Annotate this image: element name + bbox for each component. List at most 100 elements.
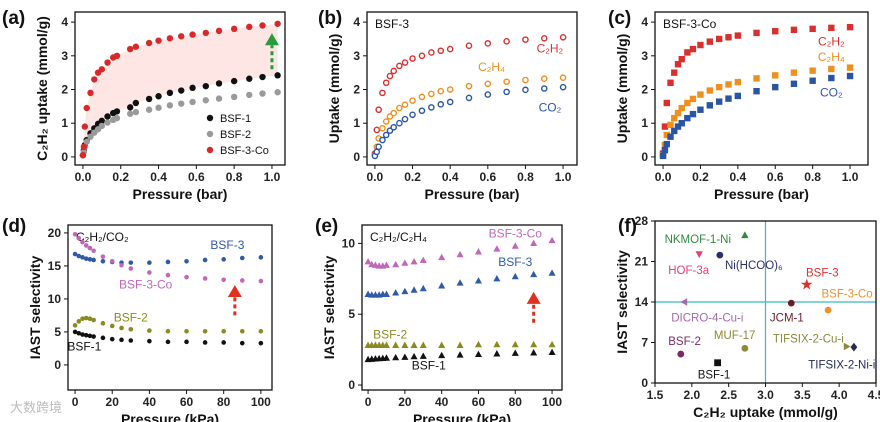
data-point	[667, 133, 674, 140]
point-label: Ni(HCOO)₆	[725, 260, 783, 272]
y-tick-label: 2	[641, 83, 648, 97]
data-point	[540, 75, 548, 83]
x-tick-label: 0.0	[655, 170, 672, 184]
data-point	[548, 236, 556, 244]
data-point	[126, 110, 134, 117]
data-point	[684, 99, 691, 107]
y-tick-label: 28	[635, 214, 649, 228]
data-point	[667, 121, 674, 129]
data-point	[202, 276, 208, 281]
data-point	[697, 91, 704, 98]
data-point	[697, 106, 704, 113]
x-tick-label: 0.6	[479, 170, 496, 184]
data-point	[667, 79, 674, 86]
data-point	[91, 76, 98, 83]
data-point	[72, 329, 78, 335]
data-point	[809, 67, 816, 74]
panel-f: (f) 1.5 2.0 2.5 3.0 3.5 4.0 4.5 0 7 14 21 28 C₂H₂ upt…	[614, 214, 880, 420]
data-point	[401, 101, 409, 108]
point-BSF-2: BSF-2	[668, 336, 701, 358]
data-point	[511, 349, 519, 356]
data-point	[684, 114, 691, 122]
series-label: C₂H₄	[818, 50, 845, 64]
data-point	[258, 328, 264, 334]
y-tick-label: 5	[54, 325, 61, 339]
data-point	[522, 36, 529, 43]
data-point	[493, 350, 501, 357]
data-point	[91, 334, 96, 339]
data-point	[184, 328, 189, 334]
point-label: JCM-1	[770, 313, 804, 325]
data-point	[80, 332, 85, 337]
data-point	[165, 259, 171, 265]
data-point	[113, 52, 121, 60]
data-point	[530, 270, 538, 278]
data-point	[787, 299, 795, 307]
x-tick-label: 0.6	[767, 170, 784, 184]
data-point	[540, 34, 548, 42]
data-point	[155, 37, 162, 44]
data-point	[716, 251, 724, 259]
data-point	[113, 108, 121, 115]
x-axis-title: Pressure (bar)	[133, 186, 228, 202]
data-point	[246, 23, 253, 31]
data-point	[674, 61, 682, 68]
data-point	[221, 277, 226, 283]
data-point	[850, 342, 858, 352]
data-point	[846, 23, 854, 31]
x-tick-label: 0.4	[150, 170, 167, 184]
data-point	[165, 272, 171, 278]
data-point	[446, 45, 454, 53]
data-point	[437, 47, 445, 55]
data-point	[843, 342, 851, 351]
data-point	[98, 66, 106, 73]
data-point	[221, 257, 226, 262]
x-tick-label: 0.4	[730, 170, 747, 184]
point-label: BSF-3-Co	[821, 288, 872, 300]
series-label: C₂H₂	[537, 41, 564, 55]
y-tick-label: 3	[353, 49, 360, 63]
data-point	[828, 65, 835, 73]
data-point	[104, 59, 111, 66]
plot-frame	[74, 11, 286, 166]
data-point	[428, 49, 435, 56]
data-point	[671, 127, 678, 135]
y-tick-label: 5	[348, 307, 355, 321]
data-point	[663, 140, 670, 148]
data-point	[113, 114, 121, 122]
data-point	[83, 315, 89, 321]
data-point	[511, 242, 519, 249]
data-point	[87, 89, 94, 97]
x-axis-title: C₂H₂ uptake (mmol/g)	[693, 404, 838, 420]
data-point	[410, 286, 418, 293]
series-BSF-2	[79, 89, 281, 159]
data-point	[409, 111, 416, 119]
y-tick-label: 0	[353, 150, 360, 164]
data-point	[128, 260, 134, 265]
y-axis-title: C₂H₂ uptake (mmol/g)	[34, 16, 50, 161]
series-BSF-2: BSF-2	[72, 310, 264, 334]
data-point	[671, 114, 678, 122]
data-point	[126, 104, 134, 111]
data-point	[548, 348, 556, 356]
data-point	[83, 104, 90, 112]
data-point	[474, 340, 482, 348]
y-tick-label: 0	[641, 376, 648, 390]
x-tick-label: 40	[435, 395, 449, 409]
data-point	[438, 253, 446, 261]
data-point	[396, 119, 403, 127]
data-point	[215, 80, 223, 87]
data-point	[147, 338, 152, 344]
data-point	[128, 338, 134, 343]
data-point	[438, 282, 446, 289]
series-C₂H₄: C₂H₄	[371, 60, 567, 159]
data-point	[753, 29, 760, 37]
data-point	[438, 341, 446, 348]
data-point	[379, 124, 386, 132]
data-point	[274, 72, 281, 79]
series-BSF-1: BSF-1	[67, 329, 264, 353]
data-point	[215, 27, 223, 35]
data-point	[419, 256, 427, 263]
data-point	[178, 33, 185, 40]
data-point	[87, 257, 93, 262]
